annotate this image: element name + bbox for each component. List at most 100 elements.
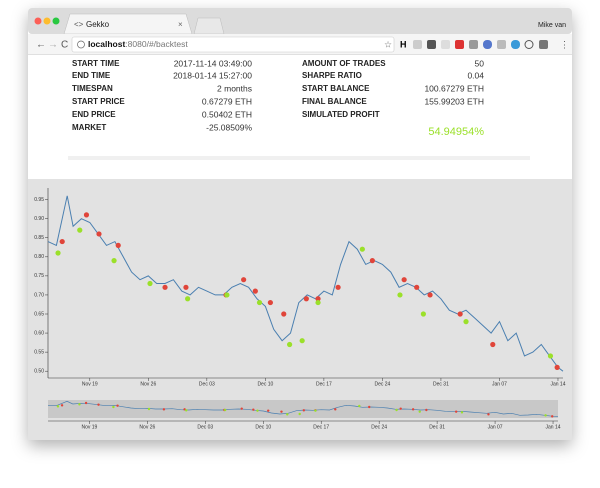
main-x-tick-label: Dec 24 [374,381,390,387]
y-tick-label: 0.50 [34,369,44,375]
ext-icon[interactable] [469,40,478,49]
sell-marker [335,284,341,290]
buy-marker [147,280,153,287]
sell-marker [427,292,433,298]
navigator-window[interactable] [48,400,558,418]
ext-icon[interactable] [524,40,534,49]
ext-icon[interactable] [427,40,436,49]
navigator-marker [240,407,243,410]
user-name[interactable]: Mike van [538,22,566,29]
navigator-marker [551,415,554,418]
stat-value: 2018-01-14 15:27:00 [173,70,252,80]
navigator-marker [60,404,64,407]
navigator-marker [56,405,60,408]
url-host: localhost [88,39,125,49]
buy-marker [420,311,426,317]
main-x-tick-label: Nov 26 [140,381,156,387]
sell-marker [401,277,407,283]
buy-marker [299,338,305,344]
minimize-button[interactable] [43,17,51,25]
sell-marker [369,258,375,264]
y-tick-label: 0.65 [34,311,44,317]
stat-value: 155.99203 ETH [424,96,484,106]
separator [68,156,530,160]
navigator-marker [460,411,464,414]
navigator-x-tick-label: Nov 19 [81,424,97,430]
y-tick-label: 0.70 [34,292,44,298]
info-icon[interactable] [77,40,85,49]
forward-button[interactable]: → [48,40,58,51]
navigator-line [47,400,559,418]
navigator-marker [544,414,547,417]
navigator-marker [147,407,151,411]
stat-label: TIMESPAN [72,84,113,93]
y-tick-label: 0.85 [34,235,44,241]
navigator-marker [256,409,259,412]
stat-label: START BALANCE [302,84,370,93]
stat-value: -25.08509% [206,122,252,132]
sell-marker [315,296,321,302]
ext-icon[interactable]: H [400,39,407,49]
tab-close[interactable]: × [178,20,183,29]
navigator-marker [84,401,88,405]
y-tick-label: 0.90 [34,216,44,222]
navigator-x-tick-label: Dec 03 [197,424,213,430]
reload-button[interactable]: C [61,40,68,51]
new-tab[interactable] [193,17,225,35]
sell-marker [267,299,273,306]
navigator-x-tick-label: Dec 17 [313,424,329,430]
buy-marker [256,299,263,306]
navigator-marker [302,409,306,412]
main-x-tick-label: Dec 03 [199,381,215,387]
sell-marker [281,311,287,317]
navigator-marker [280,410,283,413]
stat-label: END PRICE [72,110,116,119]
buy-marker [315,299,321,306]
tab-title: Gekko [86,20,110,29]
divider [28,54,572,55]
close-button[interactable] [34,17,42,25]
stat-label: END TIME [72,71,111,80]
navigator-marker [286,413,289,416]
back-button[interactable]: ← [36,40,46,51]
ext-icon[interactable] [413,40,422,49]
menu-button[interactable]: ⋮ [560,39,569,49]
bookmark-star[interactable]: ☆ [384,39,392,49]
zoom-button[interactable] [52,17,60,25]
ext-icon[interactable] [441,40,450,49]
url: localhost:8080/#/backtest [88,39,188,49]
stat-value: 0.04 [467,70,484,80]
sell-marker [183,284,189,290]
navigator-x-tick-label: Dec 31 [429,424,445,430]
navigator-marker [314,409,317,412]
ext-icon[interactable] [455,40,464,49]
buy-marker [224,292,230,298]
navigator-marker [358,404,361,408]
main-x-tick-label: Nov 19 [82,381,98,387]
navigator-x-tick-label: Nov 26 [139,424,155,430]
ext-icon[interactable] [539,40,548,49]
stat-value: 2017-11-14 03:49:00 [174,58,253,68]
navigator-marker [487,413,490,416]
navigator-marker [334,408,337,411]
address-bar[interactable] [71,36,395,53]
y-tick-label: 0.75 [34,273,44,279]
stat-value: 2 months [217,83,252,93]
stat-label: MARKET [72,123,106,132]
stat-label: FINAL BALANCE [302,97,367,106]
navigator-x-tick-label: Jan 07 [488,424,503,430]
y-tick-label: 0.80 [34,254,44,260]
buy-marker [111,258,117,264]
stat-label: START PRICE [72,97,125,106]
ext-icon[interactable] [511,40,520,49]
extension-icons: H ⋮ [400,39,569,49]
navigator-marker [97,403,100,406]
buy-marker [463,319,469,325]
sell-marker [162,284,168,290]
ext-icon[interactable] [497,40,506,49]
navigator-marker [454,410,458,413]
navigator-x-tick-label: Jan 14 [546,424,561,430]
sell-marker [490,341,496,348]
navigator-marker [298,412,301,416]
ext-icon[interactable] [483,40,492,49]
